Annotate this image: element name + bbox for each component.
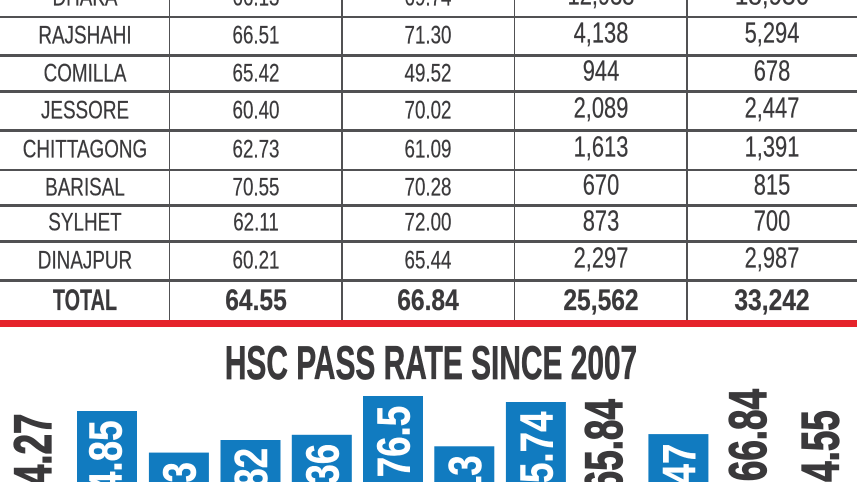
svg-text:72.3: 72.3: [153, 462, 205, 482]
svg-text:74.13: 74.13: [439, 455, 491, 482]
svg-text:64.27: 64.27: [3, 414, 62, 482]
svg-text:74.82: 74.82: [225, 448, 277, 482]
svg-text:76.5: 76.5: [367, 406, 419, 477]
svg-text:HSC PASS RATE SINCE 2007: HSC PASS RATE SINCE 2007: [225, 337, 637, 390]
svg-text:75.74: 75.74: [510, 411, 562, 482]
svg-text:66.84: 66.84: [719, 389, 778, 482]
svg-text:74.47: 74.47: [653, 444, 705, 482]
svg-text:75.36: 75.36: [296, 444, 348, 482]
svg-text:64.55: 64.55: [791, 410, 850, 482]
svg-text:65.84: 65.84: [574, 399, 633, 482]
svg-text:74.85: 74.85: [79, 421, 131, 482]
